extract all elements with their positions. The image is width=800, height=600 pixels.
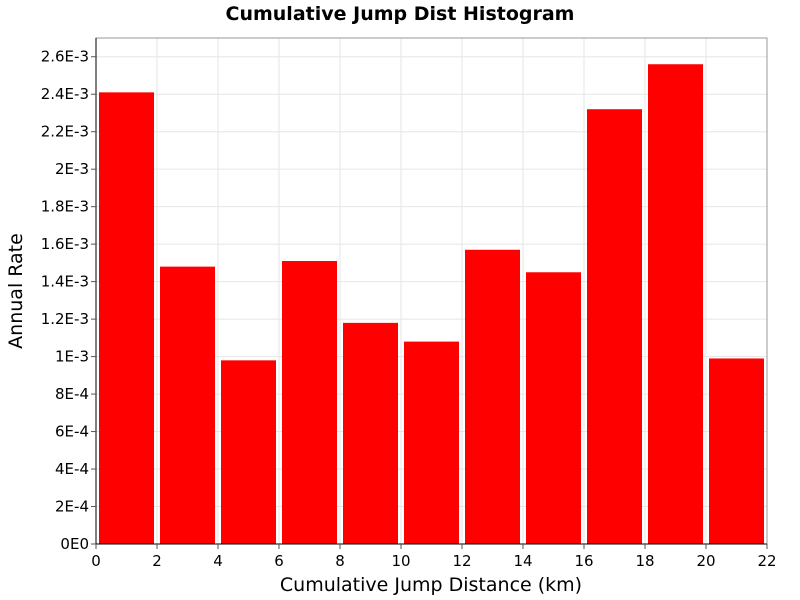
histogram-bar-6-8: [282, 261, 337, 544]
x-tick-label: 6: [274, 552, 284, 570]
y-tick-label: 2E-3: [55, 160, 89, 178]
bars: [99, 64, 764, 545]
y-tick-label: 1.6E-3: [41, 235, 89, 253]
y-axis-ticks: 0E0 2E-4 4E-4 6E-4 8E-4 1E-3 1.2E-3 1.4E-3 1.6E-…: [41, 48, 96, 553]
x-tick-label: 22: [757, 552, 776, 570]
x-tick-label: 8: [335, 552, 345, 570]
histogram-bar-2-4: [160, 266, 215, 544]
histogram-bar-0-2: [99, 92, 154, 544]
histogram-bar-4-6: [221, 360, 276, 544]
x-tick-label: 16: [574, 552, 593, 570]
x-tick-label: 12: [452, 552, 471, 570]
histogram-bar-16-18: [587, 109, 642, 544]
x-tick-label: 2: [152, 552, 162, 570]
y-tick-label: 2E-4: [55, 498, 89, 516]
x-tick-label: 4: [213, 552, 223, 570]
y-tick-label: 1E-3: [55, 348, 89, 366]
y-tick-label: 4E-4: [55, 460, 89, 478]
histogram-bar-8-10: [343, 322, 398, 544]
y-tick-label: 0E0: [60, 535, 89, 553]
y-tick-label: 8E-4: [55, 385, 89, 403]
y-tick-label: 2.2E-3: [41, 123, 89, 141]
y-tick-label: 6E-4: [55, 423, 89, 441]
x-tick-label: 0: [91, 552, 101, 570]
histogram-bar-12-14: [465, 249, 520, 544]
histogram-bar-18-20: [648, 64, 703, 545]
x-axis-label: Cumulative Jump Distance (km): [280, 574, 582, 596]
y-tick-label: 1.8E-3: [41, 198, 89, 216]
x-tick-label: 18: [635, 552, 654, 570]
histogram-bar-14-16: [526, 272, 581, 544]
x-axis-ticks: 0 2 4 6 8 10 12 14 16 18 20 22: [91, 544, 777, 570]
histogram-bar-10-12: [404, 341, 459, 544]
y-tick-label: 1.4E-3: [41, 273, 89, 291]
x-tick-label: 14: [513, 552, 532, 570]
y-tick-label: 2.6E-3: [41, 48, 89, 66]
x-tick-label: 10: [391, 552, 410, 570]
x-tick-label: 20: [696, 552, 715, 570]
y-tick-label: 2.4E-3: [41, 85, 89, 103]
y-tick-label: 1.2E-3: [41, 310, 89, 328]
chart-title: Cumulative Jump Dist Histogram: [226, 3, 575, 25]
histogram-bar-20-22: [709, 358, 764, 544]
y-axis-label: Annual Rate: [5, 233, 27, 349]
